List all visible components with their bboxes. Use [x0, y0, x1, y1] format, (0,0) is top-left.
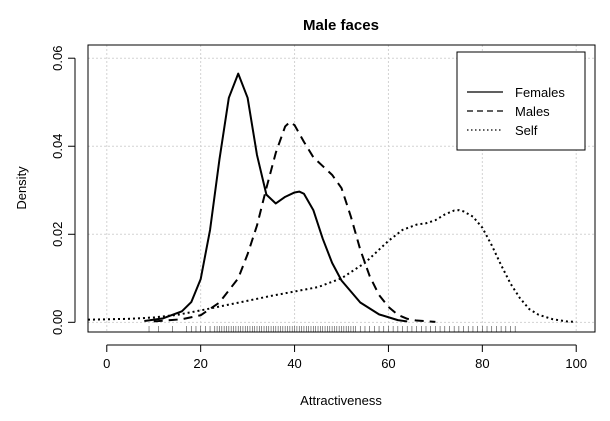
x-tick-label-1: 20	[193, 356, 207, 371]
legend-label-females: Females	[515, 85, 565, 100]
y-axis-label: Density	[14, 166, 29, 210]
x-tick-label-0: 0	[103, 356, 110, 371]
x-axis-label: Attractiveness	[300, 393, 382, 408]
series-line-females	[144, 72, 408, 323]
y-tick-label-3: 0.06	[50, 46, 65, 71]
y-axis: 0.00 0.02 0.04 0.06	[50, 46, 76, 335]
legend-label-males: Males	[515, 104, 550, 119]
chart-title: Male faces	[303, 17, 379, 34]
y-tick-label-2: 0.04	[50, 134, 65, 159]
grid	[88, 45, 595, 332]
series-line-males	[153, 121, 436, 323]
legend-label-self: Self	[515, 123, 538, 138]
plot-frame	[87, 44, 596, 333]
x-tick-label-3: 60	[381, 356, 395, 371]
x-tick-label-5: 100	[565, 356, 587, 371]
legend-box	[456, 51, 586, 151]
legend: Females Males Self	[456, 51, 586, 151]
x-axis: 0 20 40 60 80 100	[103, 344, 587, 371]
rug	[148, 326, 516, 332]
y-tick-label-0: 0.00	[50, 310, 65, 335]
series-lines	[87, 72, 577, 323]
y-tick-label-1: 0.02	[50, 222, 65, 247]
series-line-self	[87, 209, 577, 323]
x-tick-label-2: 40	[287, 356, 301, 371]
x-tick-label-4: 80	[475, 356, 489, 371]
